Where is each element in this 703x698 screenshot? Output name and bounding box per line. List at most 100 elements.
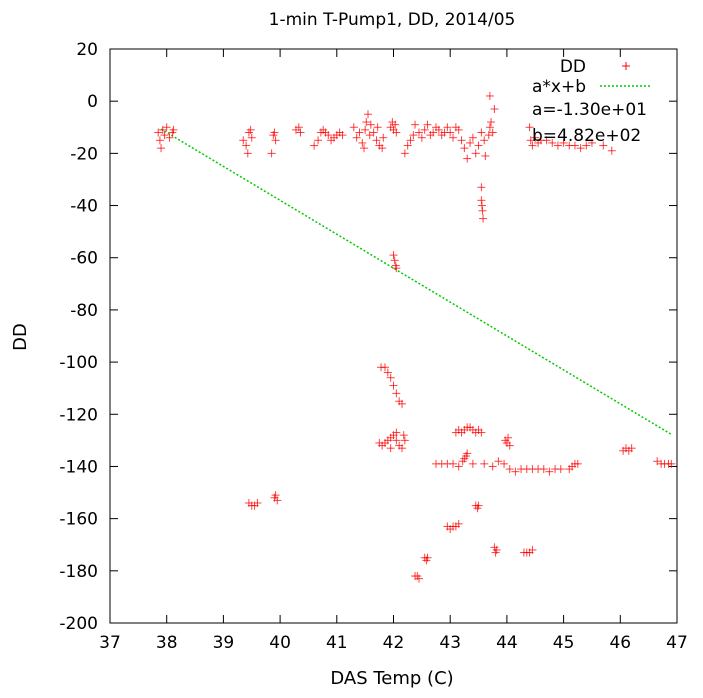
- scatter-point: [373, 123, 382, 132]
- scatter-point: [324, 131, 333, 140]
- scatter-point: [267, 149, 276, 158]
- scatter-point: [160, 131, 169, 140]
- annotation-b: b=4.82e+02: [532, 126, 641, 146]
- x-tick-label: 37: [99, 633, 121, 653]
- scatter-point: [477, 183, 486, 192]
- scatter-point: [398, 444, 407, 453]
- scatter-point: [314, 136, 323, 145]
- scatter-point: [392, 428, 401, 437]
- y-tick-label: 20: [76, 40, 98, 60]
- scatter-point: [539, 465, 548, 474]
- scatter-point: [415, 128, 424, 137]
- scatter-point: [378, 144, 387, 153]
- scatter-point: [361, 125, 370, 134]
- x-tick-label: 40: [269, 633, 291, 653]
- scatter-point: [296, 128, 305, 137]
- scatter-point: [392, 128, 401, 137]
- scatter-point: [511, 467, 520, 476]
- scatter-point: [490, 105, 499, 114]
- scatter-point: [542, 136, 551, 145]
- y-tick-label: -200: [59, 614, 98, 634]
- scatter-point: [466, 138, 475, 147]
- legend-marker-dd: [622, 62, 630, 70]
- scatter-point: [505, 441, 514, 450]
- scatter-point: [449, 459, 458, 468]
- scatter-point: [406, 136, 415, 145]
- scatter-point: [155, 136, 164, 145]
- scatter-point: [446, 128, 455, 137]
- scatter-point: [294, 123, 303, 132]
- scatter-point: [573, 459, 582, 468]
- scatter-points-layer: [154, 91, 676, 583]
- scatter-point: [627, 444, 636, 453]
- x-axis-title: DAS Temp (C): [330, 668, 453, 689]
- scatter-point: [556, 465, 565, 474]
- scatter-point: [386, 373, 395, 382]
- scatter-point: [409, 131, 418, 140]
- y-axis-title: DD: [10, 323, 31, 351]
- legend-label-fit: a*x+b: [532, 77, 586, 97]
- scatter-point: [366, 120, 375, 129]
- x-tick-label: 47: [666, 633, 688, 653]
- x-tick-label: 42: [383, 633, 405, 653]
- scatter-point: [477, 128, 486, 137]
- scatter-point: [454, 125, 463, 134]
- scatter-point: [154, 128, 163, 137]
- scatter-point: [157, 144, 166, 153]
- scatter-point: [505, 465, 514, 474]
- scatter-point: [458, 457, 467, 466]
- scatter-point: [411, 120, 420, 129]
- scatter-point: [423, 120, 432, 129]
- scatter-point: [358, 138, 367, 147]
- scatter-point: [582, 141, 591, 150]
- scatter-point: [362, 118, 371, 127]
- scatter-point: [363, 110, 372, 119]
- x-tick-label: 43: [439, 633, 461, 653]
- scatter-point: [576, 144, 585, 153]
- scatter-point: [392, 436, 401, 445]
- scatter-point: [525, 123, 534, 132]
- scatter-point: [349, 123, 358, 132]
- scatter-point: [481, 151, 490, 160]
- scatter-point: [423, 553, 432, 562]
- scatter-point: [400, 436, 409, 445]
- scatter-point: [243, 149, 252, 158]
- x-axis: 37 38 39 40 41 42 43 44 45 46 47: [99, 49, 688, 653]
- scatter-point: [528, 141, 537, 150]
- scatter-point: [449, 133, 458, 142]
- scatter-point: [417, 133, 426, 142]
- scatter-point: [468, 459, 477, 468]
- scatter-point: [494, 457, 503, 466]
- scatter-point: [531, 133, 540, 142]
- scatter-point: [338, 131, 347, 140]
- scatter-point: [587, 138, 596, 147]
- scatter-point: [434, 125, 443, 134]
- x-tick-label: 41: [326, 633, 348, 653]
- scatter-point: [477, 196, 486, 205]
- scatter-point: [471, 149, 480, 158]
- scatter-point: [392, 264, 401, 273]
- scatter-point: [270, 128, 279, 137]
- scatter-point: [372, 136, 381, 145]
- scatter-point: [607, 146, 616, 155]
- x-tick-label: 44: [496, 633, 518, 653]
- scatter-point: [528, 545, 537, 554]
- scatter-point: [383, 368, 392, 377]
- scatter-point: [403, 141, 412, 150]
- x-tick-label: 45: [553, 633, 575, 653]
- scatter-point: [443, 123, 452, 132]
- x-tick-label: 38: [156, 633, 178, 653]
- scatter-point: [239, 136, 248, 145]
- scatter-point: [492, 545, 501, 554]
- scatter-point: [479, 214, 488, 223]
- scatter-point: [352, 133, 361, 142]
- scatter-point: [468, 133, 477, 142]
- scatter-point: [247, 133, 256, 142]
- scatter-point: [360, 144, 369, 153]
- scatter-point: [271, 136, 280, 145]
- scatter-point: [667, 459, 676, 468]
- y-tick-label: -60: [70, 249, 98, 269]
- scatter-point: [390, 256, 399, 265]
- annotation-a: a=-1.30e+01: [532, 100, 647, 120]
